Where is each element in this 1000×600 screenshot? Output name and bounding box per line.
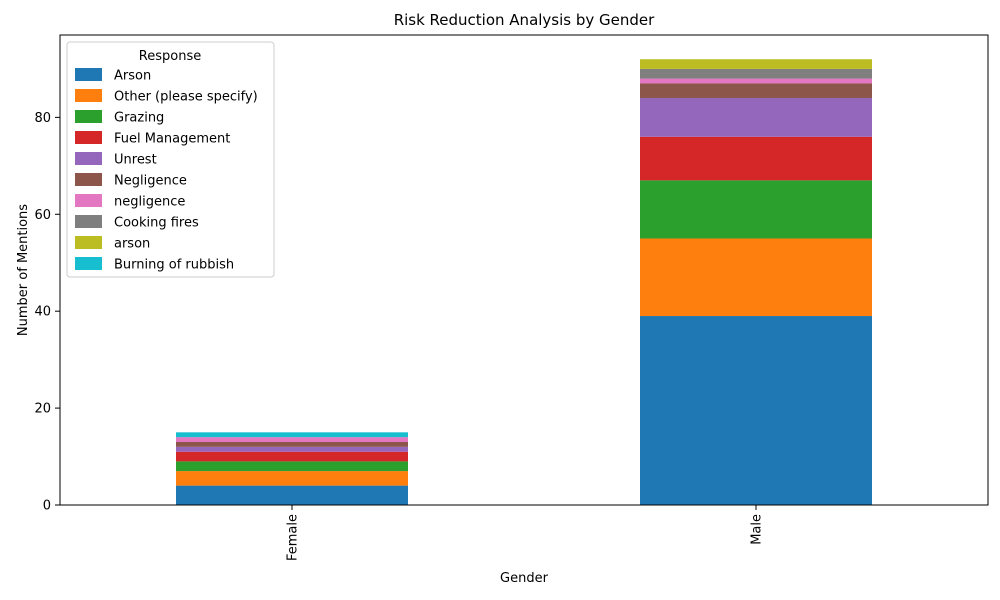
bar-segment (640, 238, 872, 317)
bars-layer (176, 59, 872, 505)
legend-label: arson (114, 237, 150, 252)
bar-segment (640, 59, 872, 69)
y-axis: 0 20 40 60 80 (34, 111, 60, 514)
legend-swatch (75, 68, 102, 81)
legend-title: Response (139, 49, 201, 64)
bar-segment (176, 461, 408, 472)
y-tick-label: 0 (43, 499, 51, 514)
bar-segment (640, 136, 872, 181)
y-axis-label: Number of Mentions (16, 204, 31, 336)
legend-label: Grazing (114, 111, 164, 126)
legend-label: Fuel Management (114, 132, 230, 147)
legend-swatch (75, 215, 102, 228)
plot-frame (59, 34, 989, 506)
y-tick-label: 20 (34, 402, 51, 417)
legend-label: Burning of rubbish (114, 258, 234, 273)
legend-swatch (75, 152, 102, 165)
legend-label: negligence (114, 195, 185, 210)
bar-segment (640, 180, 872, 239)
chart-title: Risk Reduction Analysis by Gender (394, 11, 655, 29)
x-tick-label: Male (750, 514, 765, 545)
y-tick-label: 80 (34, 111, 51, 126)
legend-swatch (75, 131, 102, 144)
legend-label: Other (please specify) (114, 90, 258, 105)
legend-box (66, 41, 275, 278)
legend-items: Arson Other (please specify) Grazing Fuel M… (75, 68, 258, 273)
bar-segment (176, 451, 408, 462)
y-tick-label: 60 (34, 208, 51, 223)
bar-segment (176, 446, 408, 452)
x-axis-label: Gender (500, 571, 549, 586)
bar-segment (176, 485, 408, 505)
legend: Response Arson Other (please specify) Graz… (66, 41, 275, 278)
bar-segment (176, 432, 408, 438)
bar-segment (640, 316, 872, 505)
bar-segment (640, 97, 872, 137)
legend-label: Cooking fires (114, 216, 199, 231)
x-axis: Female Male (286, 505, 765, 561)
legend-label: Negligence (114, 174, 187, 189)
legend-swatch (75, 236, 102, 249)
bar-segment (640, 83, 872, 98)
bar-segment (176, 442, 408, 447)
legend-swatch (75, 89, 102, 102)
legend-swatch (75, 257, 102, 270)
legend-label: Unrest (114, 153, 157, 168)
bar-segment (176, 471, 408, 486)
legend-swatch (75, 173, 102, 186)
legend-label: Arson (114, 69, 151, 84)
x-tick-label: Female (286, 514, 301, 561)
legend-swatch (75, 110, 102, 123)
legend-swatch (75, 194, 102, 207)
y-tick-label: 40 (34, 305, 51, 320)
bar-segment (640, 68, 872, 79)
bar-segment (640, 78, 872, 84)
bar-segment (176, 437, 408, 443)
